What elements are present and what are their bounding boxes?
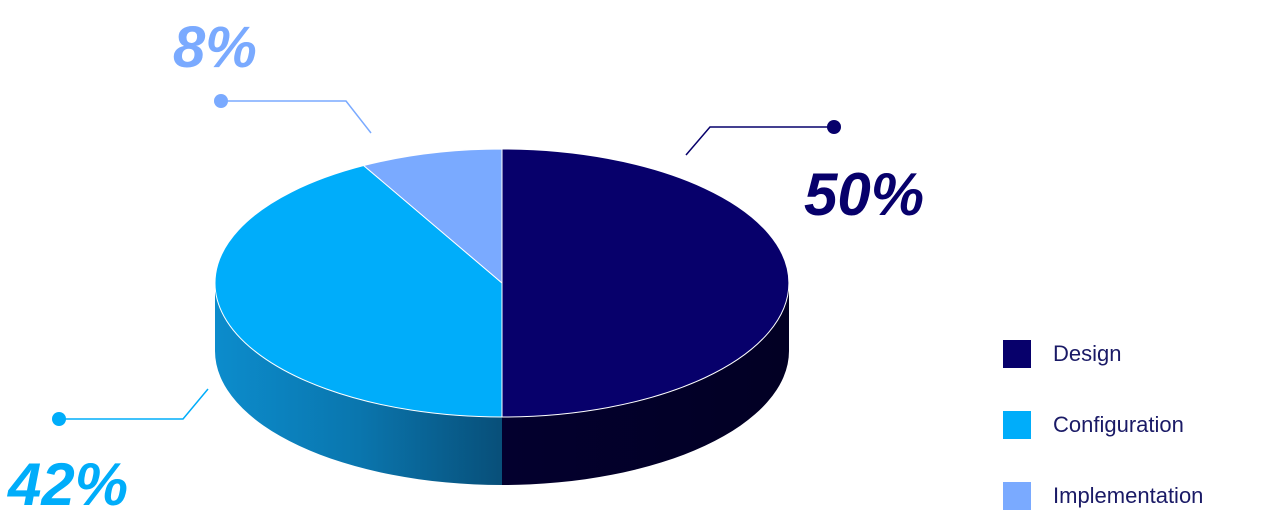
- legend-swatch-configuration: [1003, 411, 1031, 439]
- pie-slice-configuration: [214, 165, 503, 418]
- legend-label-implementation: Implementation: [1053, 483, 1204, 508]
- legend-label-configuration: Configuration: [1053, 412, 1184, 437]
- leader-dot-configuration: [52, 412, 66, 426]
- legend-item-design: Design: [1003, 336, 1203, 372]
- data-label-configuration: 42%: [7, 451, 128, 510]
- leader-dot-implementation: [214, 94, 228, 108]
- legend: Design Configuration Implementation: [1003, 336, 1203, 514]
- pie-side-design: [502, 283, 789, 485]
- leader-line-design: [685, 126, 834, 156]
- legend-swatch-design: [1003, 340, 1031, 368]
- pie-slices: [214, 148, 790, 418]
- data-label-implementation: 8%: [173, 15, 257, 80]
- leader-lines: [52, 94, 841, 426]
- pie-slice-design: [501, 148, 790, 418]
- legend-swatch-implementation: [1003, 482, 1031, 510]
- leader-line-configuration: [59, 388, 209, 420]
- legend-item-configuration: Configuration: [1003, 407, 1203, 443]
- pie-sides: [215, 283, 789, 485]
- leader-dot-design: [827, 120, 841, 134]
- legend-item-implementation: Implementation: [1003, 478, 1203, 514]
- percent-labels: 50% 42% 8%: [7, 15, 924, 510]
- pie-side-configuration: [215, 283, 502, 485]
- leader-line-implementation: [221, 100, 372, 134]
- pie-slice-implementation: [362, 148, 503, 285]
- data-label-design: 50%: [804, 161, 924, 228]
- legend-label-design: Design: [1053, 341, 1122, 366]
